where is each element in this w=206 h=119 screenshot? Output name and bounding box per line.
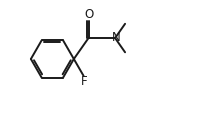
Text: N: N [112,30,121,44]
Text: O: O [83,8,93,21]
Text: F: F [81,75,88,88]
